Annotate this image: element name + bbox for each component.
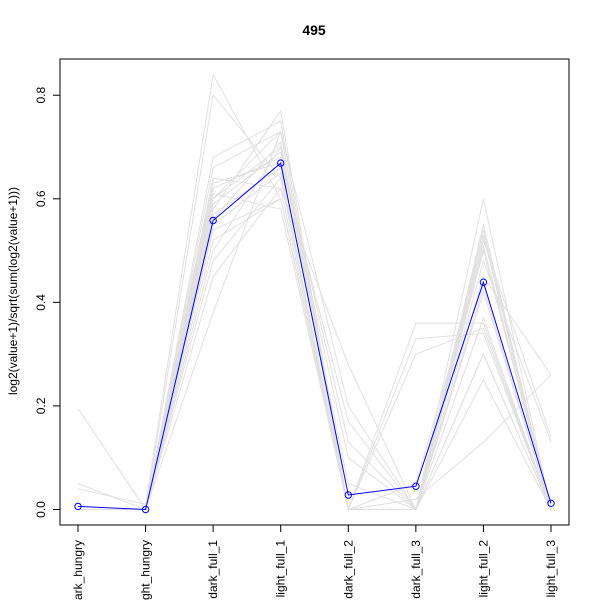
y-tick-label: 0.0 <box>34 501 48 518</box>
y-tick-label: 0.4 <box>34 294 48 311</box>
x-axis: dark_hungry light_hungry dark_full_1 light_… <box>71 524 558 600</box>
x-tick-label-light_full_2: light_full_2 <box>476 540 490 598</box>
x-tick-label-light_hungry: light_hungry <box>139 540 153 600</box>
background-series-line-20 <box>78 130 552 512</box>
background-series-line-19 <box>78 176 552 510</box>
x-tick-label-light_full_3: light_full_3 <box>544 540 558 598</box>
highlight-series-line <box>77 162 552 511</box>
x-tick-label-light_full_1: light_full_1 <box>274 540 288 598</box>
y-axis: 0.0 0.2 0.4 0.6 0.8 <box>34 87 61 518</box>
highlight-point-dark_full_2 <box>344 491 352 499</box>
highlight-point-light_full_3 <box>547 499 555 507</box>
chart-title: 495 <box>302 22 326 38</box>
x-tick-label-dark_full_1: dark_full_1 <box>206 540 220 599</box>
y-tick-label: 0.2 <box>34 397 48 414</box>
highlight-point-light_hungry <box>141 505 150 514</box>
y-tick-label: 0.8 <box>34 87 48 104</box>
x-tick-label-dark_full_2: dark_full_2 <box>341 540 355 599</box>
highlight-point-dark_full_1 <box>209 216 217 225</box>
highlight-point-light_full_1 <box>277 159 285 167</box>
highlight-point-light_full_2 <box>479 278 488 286</box>
y-axis-label: log2(value+1)/sqrt(sum(log2(value+1))) <box>6 187 20 395</box>
highlight-point-dark_full_3 <box>412 482 420 490</box>
background-series-line-1 <box>77 129 552 511</box>
background-series-line-17 <box>78 151 552 511</box>
x-tick-label-dark_hungry: dark_hungry <box>71 540 85 600</box>
highlight-point-dark_hungry <box>74 502 82 511</box>
y-tick-label: 0.6 <box>34 190 48 207</box>
highlight-series-group <box>74 159 555 514</box>
x-tick-label-dark_full_3: dark_full_3 <box>409 540 423 599</box>
